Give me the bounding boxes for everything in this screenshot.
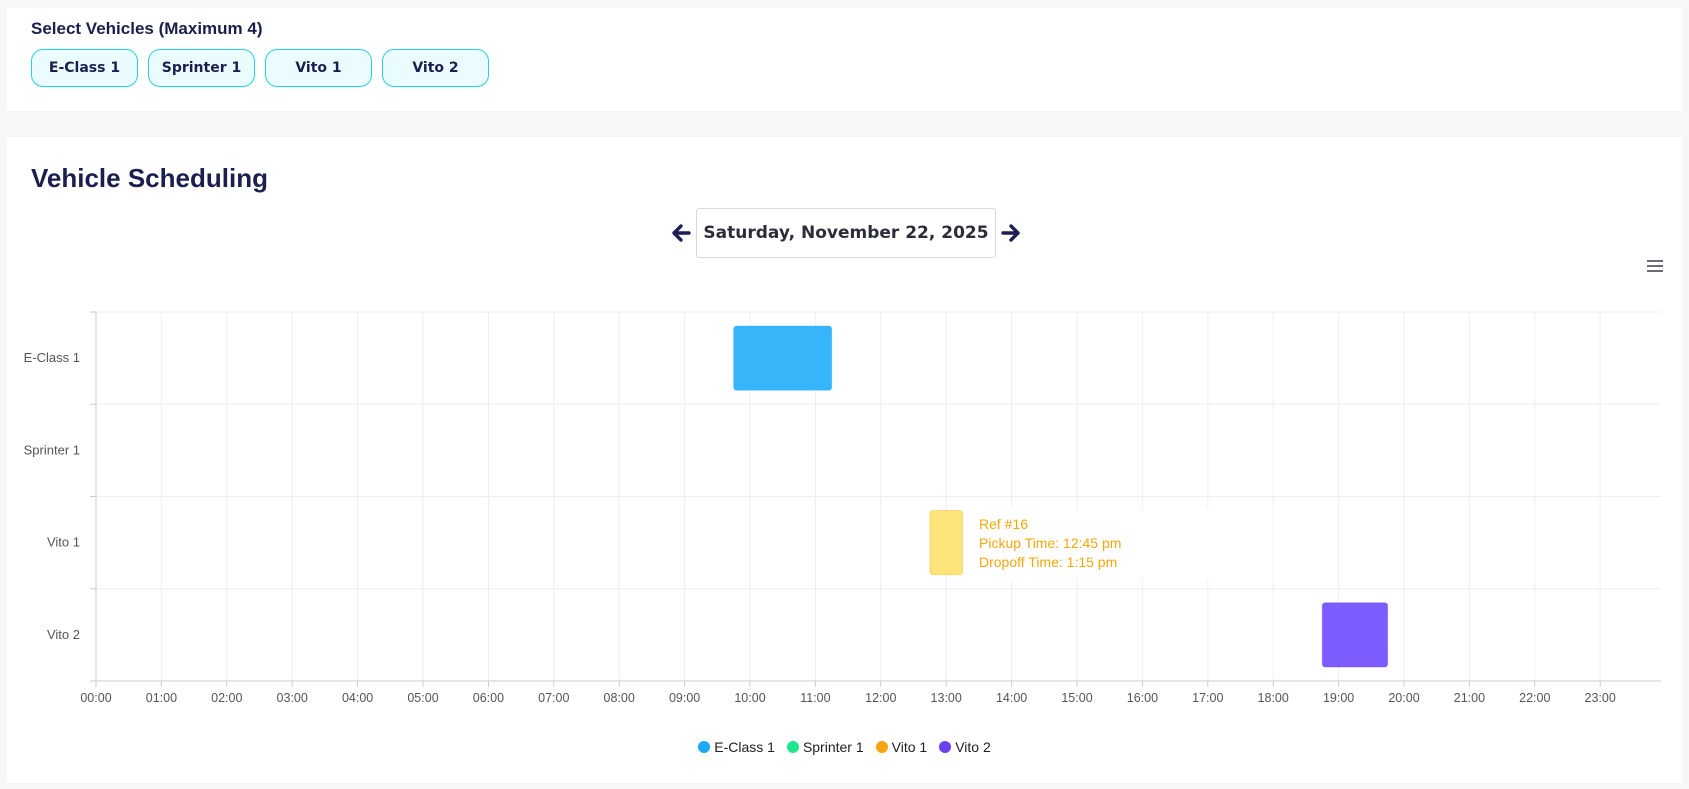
- x-tick-label: 08:00: [604, 691, 635, 705]
- y-tick-label: Sprinter 1: [24, 442, 80, 457]
- legend-item[interactable]: E-Class 1: [698, 739, 775, 755]
- x-tick-label: 07:00: [538, 691, 569, 705]
- x-tick-label: 06:00: [473, 691, 504, 705]
- x-tick-label: 21:00: [1454, 691, 1485, 705]
- x-tick-label: 04:00: [342, 691, 373, 705]
- x-tick-label: 05:00: [407, 691, 438, 705]
- legend-label: E-Class 1: [714, 739, 775, 755]
- x-tick-label: 19:00: [1323, 691, 1354, 705]
- booking-bar: [733, 325, 833, 391]
- chart-legend: E-Class 1 Sprinter 1 Vito 1 Vito 2: [0, 739, 1689, 755]
- arrow-right-icon[interactable]: [998, 220, 1024, 246]
- x-tick-label: 13:00: [931, 691, 962, 705]
- y-tick-label: Vito 2: [47, 627, 80, 642]
- vehicle-select-title: Select Vehicles (Maximum 4): [31, 19, 263, 38]
- date-navigator: Saturday, November 22, 2025: [668, 208, 1024, 258]
- vehicle-button-sprinter-1[interactable]: Sprinter 1: [148, 49, 255, 87]
- booking-bar: [1321, 602, 1389, 668]
- x-tick-label: 14:00: [996, 691, 1027, 705]
- tooltip-pickup: Pickup Time: 12:45 pm: [979, 535, 1122, 551]
- vehicle-button-vito-2[interactable]: Vito 2: [382, 49, 489, 87]
- vehicle-scheduling-panel: Vehicle Scheduling Saturday, November 22…: [7, 137, 1682, 783]
- legend-marker: [939, 741, 952, 753]
- hamburger-menu-icon[interactable]: [1647, 260, 1663, 272]
- vehicle-button-vito-1[interactable]: Vito 1: [265, 49, 372, 87]
- booking-tooltip: Ref #16 Pickup Time: 12:45 pm Dropoff Ti…: [969, 509, 1214, 579]
- x-tick-label: 18:00: [1258, 691, 1289, 705]
- vehicle-button-e-class-1[interactable]: E-Class 1: [31, 49, 138, 87]
- vehicle-select-panel: Select Vehicles (Maximum 4) E-Class 1 Sp…: [7, 8, 1682, 111]
- vehicle-button-group: E-Class 1 Sprinter 1 Vito 1 Vito 2: [31, 49, 489, 87]
- legend-marker: [786, 741, 799, 753]
- x-tick-label: 01:00: [146, 691, 177, 705]
- x-tick-label: 10:00: [734, 691, 765, 705]
- legend-label: Vito 2: [955, 739, 991, 755]
- booking-bar: [929, 510, 964, 576]
- x-tick-label: 02:00: [211, 691, 242, 705]
- y-tick-label: Vito 1: [47, 535, 80, 550]
- x-tick-label: 00:00: [80, 691, 111, 705]
- legend-label: Vito 1: [891, 739, 928, 755]
- y-tick-label: E-Class 1: [24, 350, 80, 365]
- arrow-left-icon[interactable]: [668, 220, 694, 246]
- x-tick-label: 11:00: [800, 691, 830, 705]
- legend-marker: [875, 741, 888, 753]
- x-tick-label: 17:00: [1192, 691, 1223, 705]
- x-tick-label: 15:00: [1061, 691, 1092, 705]
- tooltip-dropoff: Dropoff Time: 1:15 pm: [979, 554, 1118, 570]
- x-tick-label: 22:00: [1519, 691, 1550, 705]
- x-tick-label: 23:00: [1585, 691, 1616, 705]
- x-tick-label: 16:00: [1127, 691, 1158, 705]
- x-tick-label: 12:00: [865, 691, 896, 705]
- x-tick-label: 03:00: [277, 691, 308, 705]
- legend-item[interactable]: Vito 2: [939, 739, 991, 755]
- x-tick-label: 20:00: [1388, 691, 1419, 705]
- legend-label: Sprinter 1: [802, 739, 864, 755]
- x-tick-label: 09:00: [669, 691, 700, 705]
- legend-marker: [698, 741, 711, 753]
- page-title: Vehicle Scheduling: [31, 163, 268, 193]
- date-display[interactable]: Saturday, November 22, 2025: [696, 208, 996, 258]
- legend-item[interactable]: Sprinter 1: [786, 739, 864, 755]
- tooltip-ref: Ref #16: [979, 516, 1029, 532]
- legend-item[interactable]: Vito 1: [875, 739, 928, 755]
